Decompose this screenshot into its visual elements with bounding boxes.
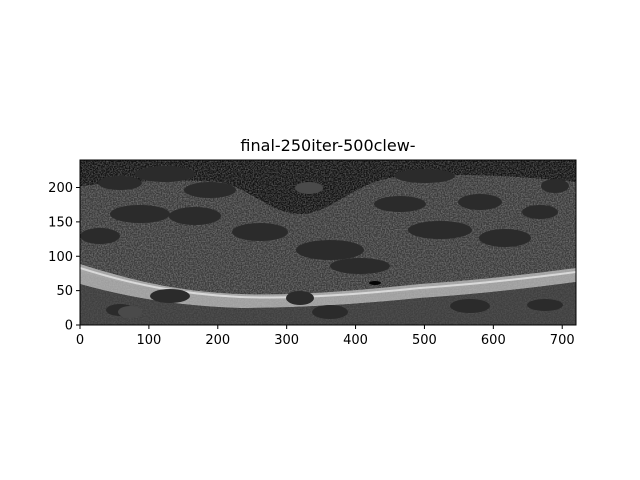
x-tick-label: 500 xyxy=(412,333,437,348)
image-area xyxy=(80,160,576,325)
x-tick-label: 300 xyxy=(274,333,299,348)
y-tick-label: 150 xyxy=(48,215,73,230)
x-tick-label: 400 xyxy=(343,333,368,348)
inpainted-blobs-light xyxy=(118,182,323,318)
x-tick-label: 100 xyxy=(136,333,161,348)
x-axis: 0 100 200 300 400 500 600 700 xyxy=(76,325,575,348)
y-axis: 0 50 100 150 200 xyxy=(48,181,80,334)
inpainted-blobs xyxy=(80,166,569,319)
axes-frame xyxy=(79,159,577,326)
chart-title: final-250iter-500clew- xyxy=(240,136,415,155)
y-tick-label: 0 xyxy=(65,319,73,334)
x-tick-label: 200 xyxy=(205,333,230,348)
bright-band xyxy=(80,264,576,308)
x-tick-label: 700 xyxy=(550,333,575,348)
y-tick-label: 200 xyxy=(48,181,73,196)
y-tick-label: 50 xyxy=(56,284,73,299)
y-tick-label: 100 xyxy=(48,250,73,265)
bright-band-core xyxy=(80,267,576,299)
lower-region xyxy=(80,282,576,325)
dark-mark xyxy=(369,281,381,285)
x-tick-label: 600 xyxy=(481,333,506,348)
x-tick-label: 0 xyxy=(76,333,84,348)
